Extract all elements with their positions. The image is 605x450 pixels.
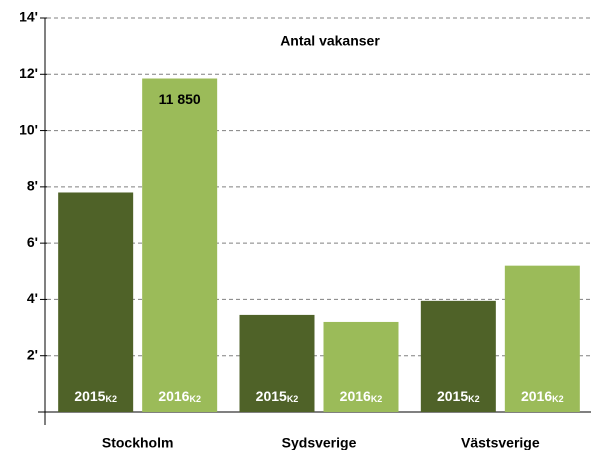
x-tick-label: Västsverige bbox=[461, 435, 540, 450]
y-tick-label: 4' bbox=[27, 290, 38, 306]
y-tick-label: 10' bbox=[19, 121, 38, 137]
series-subscript: K2 bbox=[189, 394, 201, 404]
bar bbox=[323, 321, 399, 412]
series-name: 2016 bbox=[521, 388, 552, 404]
bar-series-label: 2015K2 bbox=[74, 388, 117, 405]
bar-series-label: 2015K2 bbox=[437, 388, 480, 405]
series-subscript: K2 bbox=[371, 394, 383, 404]
bar-series-label: 2016K2 bbox=[158, 388, 201, 405]
x-tick-label: Sydsverige bbox=[282, 435, 357, 450]
series-subscript: K2 bbox=[468, 394, 480, 404]
series-subscript: K2 bbox=[552, 394, 564, 404]
series-subscript: K2 bbox=[287, 394, 299, 404]
series-name: 2016 bbox=[158, 388, 189, 404]
x-tick-label: Stockholm bbox=[102, 435, 174, 450]
y-tick-label: 2' bbox=[27, 346, 38, 362]
bar bbox=[142, 78, 218, 412]
y-tick-label: 12' bbox=[19, 65, 38, 81]
series-subscript: K2 bbox=[105, 394, 117, 404]
chart-title: Antal vakanser bbox=[280, 33, 380, 49]
series-name: 2015 bbox=[256, 388, 287, 404]
y-tick-label: 8' bbox=[27, 178, 38, 194]
bar-series-label: 2016K2 bbox=[340, 388, 383, 405]
series-name: 2015 bbox=[437, 388, 468, 404]
value-label: 11 850 bbox=[159, 91, 201, 107]
bar bbox=[504, 265, 580, 412]
bar-series-label: 2015K2 bbox=[256, 388, 299, 405]
y-tick-label: 6' bbox=[27, 234, 38, 250]
series-name: 2016 bbox=[340, 388, 371, 404]
series-name: 2015 bbox=[74, 388, 105, 404]
bar bbox=[239, 314, 315, 412]
bar-series-label: 2016K2 bbox=[521, 388, 564, 405]
bar bbox=[58, 192, 134, 412]
y-tick-label: 14' bbox=[19, 9, 38, 25]
bar bbox=[420, 300, 496, 412]
